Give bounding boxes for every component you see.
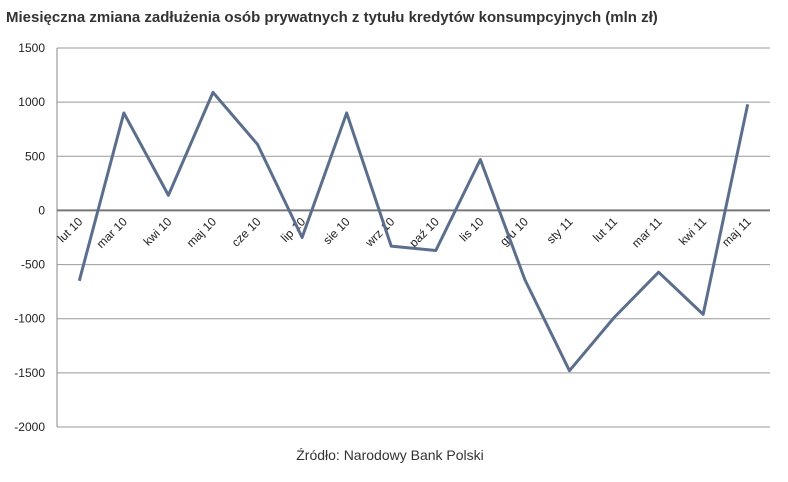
y-tick-label: -2000: [14, 420, 45, 434]
x-tick-label: sie 10: [320, 214, 353, 247]
x-tick-label: kwi 10: [141, 214, 175, 248]
chart-title: Miesięczna zmiana zadłużenia osób prywat…: [6, 9, 658, 26]
y-tick-label: -1000: [14, 312, 45, 326]
x-tick-label: mar 11: [629, 214, 665, 250]
source: Źródło: Narodowy Bank Polski: [296, 447, 484, 463]
y-tick-label: 500: [25, 149, 45, 163]
y-tick-label: 0: [38, 203, 45, 217]
x-tick-label: kwi 11: [676, 214, 710, 248]
y-tick-label: -500: [21, 258, 45, 272]
x-tick-label: lut 10: [55, 214, 86, 245]
line-series: [77, 90, 750, 373]
x-tick-label: cze 10: [229, 214, 264, 249]
y-tick-label: 1000: [18, 95, 45, 109]
x-tick-label: mar 10: [94, 214, 131, 251]
y-tick-label: -1500: [14, 366, 45, 380]
x-tick-label: maj 10: [184, 214, 220, 250]
x-tick-label: lut 11: [590, 214, 620, 244]
x-tick-label: lis 10: [457, 214, 487, 244]
x-tick-label: paź 10: [407, 214, 443, 250]
x-tick-label: sty 11: [544, 214, 576, 246]
y-tick-label: 1500: [18, 41, 45, 55]
